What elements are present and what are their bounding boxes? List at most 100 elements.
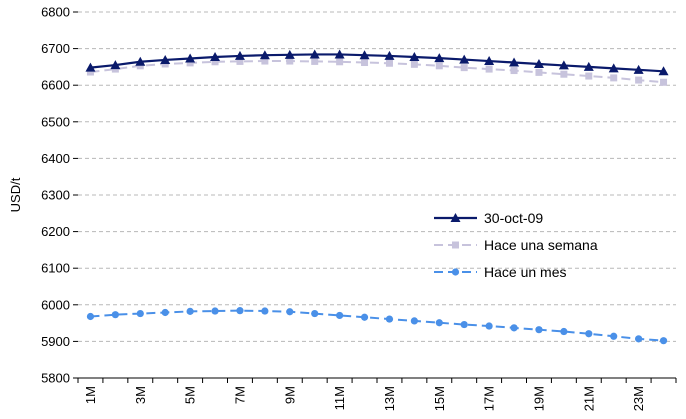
- data-point: [558, 60, 569, 70]
- data-point: [635, 76, 643, 84]
- data-point: [211, 307, 219, 315]
- data-point: [485, 322, 493, 330]
- y-tick-label: 6400: [41, 151, 70, 166]
- data-point: [334, 49, 345, 59]
- y-axis-title: USD/t: [8, 177, 23, 212]
- x-tick-label: 3M: [133, 386, 148, 404]
- data-point: [384, 50, 395, 60]
- data-point: [635, 335, 643, 343]
- data-point: [111, 65, 119, 73]
- data-point: [361, 59, 369, 67]
- data-point: [360, 313, 369, 321]
- data-point: [111, 311, 119, 319]
- data-point: [560, 70, 568, 78]
- data-point: [410, 317, 418, 325]
- data-point: [336, 311, 344, 320]
- data-point: [210, 52, 221, 62]
- data-point: [485, 65, 493, 73]
- legend-swatch-marker: [452, 241, 459, 249]
- x-tick-label: 11M: [332, 386, 347, 410]
- data-point: [186, 307, 194, 315]
- data-point: [136, 62, 144, 70]
- series-square: [86, 57, 668, 86]
- x-tick-label: 5M: [183, 386, 198, 404]
- data-point: [261, 307, 269, 315]
- series-line: [90, 60, 664, 84]
- data-point: [211, 58, 219, 66]
- data-point: [385, 315, 394, 323]
- data-point: [311, 57, 319, 65]
- y-tick-label: 6100: [41, 261, 70, 276]
- data-point: [185, 53, 196, 63]
- legend: 30-oct-09 Hace una semana Hace un mes: [434, 210, 598, 280]
- data-point: [136, 309, 144, 318]
- y-axis-ticks: 5800 5900 6000 6100 6200 6300 6400 6500 6600 6700…: [41, 5, 78, 386]
- data-point: [460, 320, 468, 329]
- x-tick-label: 7M: [232, 386, 247, 404]
- y-tick-label: 5900: [41, 334, 70, 349]
- legend-swatch-marker: [451, 268, 460, 276]
- data-point: [535, 68, 543, 76]
- data-point: [161, 308, 169, 317]
- x-tick-label: 17M: [482, 386, 497, 411]
- x-tick-label: 19M: [531, 386, 546, 411]
- series-line: [90, 53, 664, 73]
- legend-label: 30-oct-09: [484, 210, 543, 226]
- data-point: [286, 57, 294, 65]
- data-point: [510, 67, 518, 75]
- legend-item: Hace una semana: [434, 237, 598, 253]
- data-point: [186, 59, 194, 67]
- y-tick-label: 6300: [41, 188, 70, 203]
- data-point: [161, 60, 169, 68]
- data-point: [608, 63, 619, 73]
- data-point: [359, 50, 370, 60]
- data-point: [261, 57, 269, 65]
- x-tick-label: 13M: [382, 386, 397, 411]
- data-point: [434, 53, 445, 63]
- data-point: [309, 49, 320, 59]
- x-tick-label: 1M: [83, 386, 98, 404]
- data-point: [286, 308, 294, 316]
- data-point: [533, 58, 544, 68]
- y-tick-label: 6700: [41, 41, 70, 56]
- data-point: [484, 56, 495, 66]
- data-point: [110, 60, 121, 70]
- data-point: [85, 62, 96, 72]
- data-point: [585, 72, 593, 80]
- data-point: [610, 74, 618, 82]
- data-point: [410, 60, 418, 68]
- x-tick-label: 23M: [631, 386, 646, 411]
- data-point: [409, 52, 420, 62]
- y-tick-label: 6600: [41, 78, 70, 93]
- data-point: [583, 61, 594, 71]
- data-point: [660, 78, 668, 86]
- data-point: [610, 332, 618, 340]
- legend-label: Hace una semana: [484, 237, 598, 253]
- data-point: [236, 307, 244, 315]
- data-point: [135, 56, 146, 66]
- data-point: [659, 337, 668, 345]
- legend-item: 30-oct-09: [434, 210, 543, 226]
- y-tick-label: 6000: [41, 297, 70, 312]
- x-tick-label: 21M: [581, 386, 596, 411]
- data-point: [459, 54, 470, 64]
- data-point: [234, 50, 245, 60]
- data-point: [311, 309, 319, 318]
- data-point: [259, 50, 270, 60]
- data-point: [510, 324, 518, 332]
- y-tick-label: 6200: [41, 224, 70, 239]
- data-point: [435, 62, 443, 70]
- series-triangle: [85, 49, 669, 76]
- legend-label: Hace un mes: [484, 264, 566, 280]
- x-tick-label: 15M: [432, 386, 447, 411]
- data-point: [160, 54, 171, 64]
- series-circle: [86, 307, 668, 345]
- data-point: [658, 66, 669, 76]
- data-point: [236, 57, 244, 65]
- x-tick-label: 9M: [282, 386, 297, 404]
- series-group: [85, 49, 669, 345]
- data-point: [633, 64, 644, 74]
- data-point: [435, 319, 443, 327]
- y-tick-label: 6500: [41, 114, 70, 129]
